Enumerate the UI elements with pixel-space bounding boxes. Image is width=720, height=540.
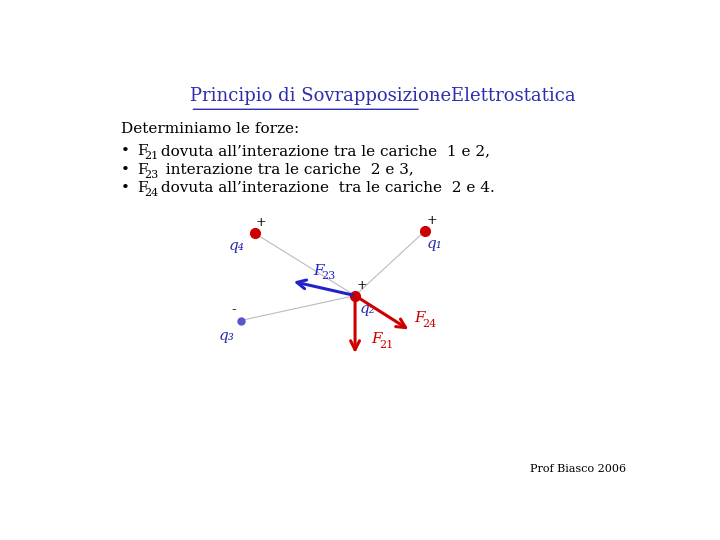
Text: Principio di Sovrapposizione: Principio di Sovrapposizione bbox=[190, 87, 451, 105]
Text: 21: 21 bbox=[379, 340, 393, 349]
Text: 21: 21 bbox=[145, 151, 159, 161]
Text: -: - bbox=[232, 303, 236, 317]
Text: q₁: q₁ bbox=[427, 238, 443, 252]
Text: 24: 24 bbox=[422, 319, 436, 329]
Text: +: + bbox=[356, 279, 367, 292]
Text: -  Elettrostatica: - Elettrostatica bbox=[422, 87, 575, 105]
Text: q₂: q₂ bbox=[359, 302, 375, 316]
Text: F: F bbox=[414, 312, 425, 326]
Text: F: F bbox=[138, 181, 148, 195]
Text: Determiniamo le forze:: Determiniamo le forze: bbox=[121, 122, 299, 136]
Text: dovuta all’interazione  tra le cariche  2 e 4.: dovuta all’interazione tra le cariche 2 … bbox=[156, 181, 495, 195]
Text: F: F bbox=[313, 264, 324, 278]
Text: q₃: q₃ bbox=[219, 329, 235, 343]
Text: +: + bbox=[426, 214, 437, 227]
Text: 24: 24 bbox=[145, 188, 159, 198]
Text: F: F bbox=[138, 144, 148, 158]
Text: •: • bbox=[121, 163, 130, 177]
Text: dovuta all’interazione tra le cariche  1 e 2,: dovuta all’interazione tra le cariche 1 … bbox=[156, 144, 490, 158]
Text: 23: 23 bbox=[145, 170, 159, 180]
Text: q₄: q₄ bbox=[229, 239, 245, 253]
Text: Prof Biasco 2006: Prof Biasco 2006 bbox=[529, 464, 626, 474]
Text: +: + bbox=[256, 217, 266, 230]
Text: interazione tra le cariche  2 e 3,: interazione tra le cariche 2 e 3, bbox=[156, 163, 413, 177]
Text: •: • bbox=[121, 181, 130, 195]
Text: 23: 23 bbox=[322, 271, 336, 281]
Text: F: F bbox=[371, 332, 382, 346]
Text: F: F bbox=[138, 163, 148, 177]
Text: •: • bbox=[121, 144, 130, 158]
